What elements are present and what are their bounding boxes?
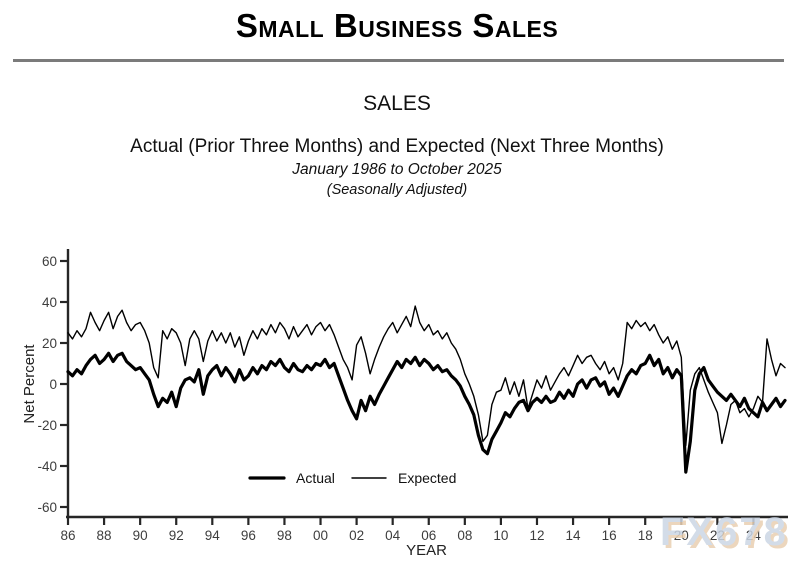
chart-adjustment-note: (Seasonally Adjusted) bbox=[326, 182, 468, 198]
y-tick-label: -40 bbox=[37, 459, 57, 474]
actual-series-line bbox=[66, 351, 787, 474]
legend-expected-label: Expected bbox=[398, 470, 456, 486]
x-tick-label: 18 bbox=[638, 528, 653, 543]
chart-title: SALES bbox=[363, 92, 431, 115]
x-tick-label: 20 bbox=[674, 528, 689, 543]
x-tick-label: 92 bbox=[169, 528, 184, 543]
chart-date-range: January 1986 to October 2025 bbox=[292, 161, 502, 178]
y-axis-title: Net Percent bbox=[21, 344, 38, 424]
x-tick-label: 94 bbox=[205, 528, 221, 543]
x-tick-label: 14 bbox=[566, 528, 582, 543]
y-tick-label: 40 bbox=[42, 295, 57, 310]
x-tick-label: 96 bbox=[241, 528, 256, 543]
x-tick-label: 08 bbox=[457, 528, 472, 543]
x-tick-label: 02 bbox=[349, 528, 364, 543]
y-tick-label: 20 bbox=[42, 336, 57, 351]
x-tick-label: 88 bbox=[97, 528, 112, 543]
legend-actual-label: Actual bbox=[296, 470, 335, 486]
x-tick-label: 86 bbox=[60, 528, 75, 543]
x-tick-label: 00 bbox=[313, 528, 328, 543]
page-title: Small Business Sales bbox=[235, 7, 559, 44]
y-tick-label: -60 bbox=[37, 500, 57, 515]
y-tick-label: 60 bbox=[42, 254, 57, 269]
x-tick-label: 06 bbox=[421, 528, 436, 543]
x-tick-label: 90 bbox=[133, 528, 148, 543]
x-tick-label: 16 bbox=[602, 528, 617, 543]
y-tick-label: 0 bbox=[49, 377, 57, 392]
expected-series-line bbox=[67, 305, 786, 447]
x-tick-label: 12 bbox=[529, 528, 544, 543]
x-tick-label: 98 bbox=[277, 528, 292, 543]
x-tick-label: 22 bbox=[710, 528, 725, 543]
x-axis-title: YEAR bbox=[406, 542, 447, 559]
x-tick-label: 10 bbox=[493, 528, 508, 543]
watermark: FX678 bbox=[660, 510, 788, 554]
title-divider bbox=[13, 59, 784, 62]
y-tick-label: -20 bbox=[37, 418, 57, 433]
x-tick-label: 24 bbox=[746, 528, 762, 543]
x-tick-label: 04 bbox=[385, 528, 401, 543]
chart-subtitle: Actual (Prior Three Months) and Expected… bbox=[130, 136, 664, 157]
